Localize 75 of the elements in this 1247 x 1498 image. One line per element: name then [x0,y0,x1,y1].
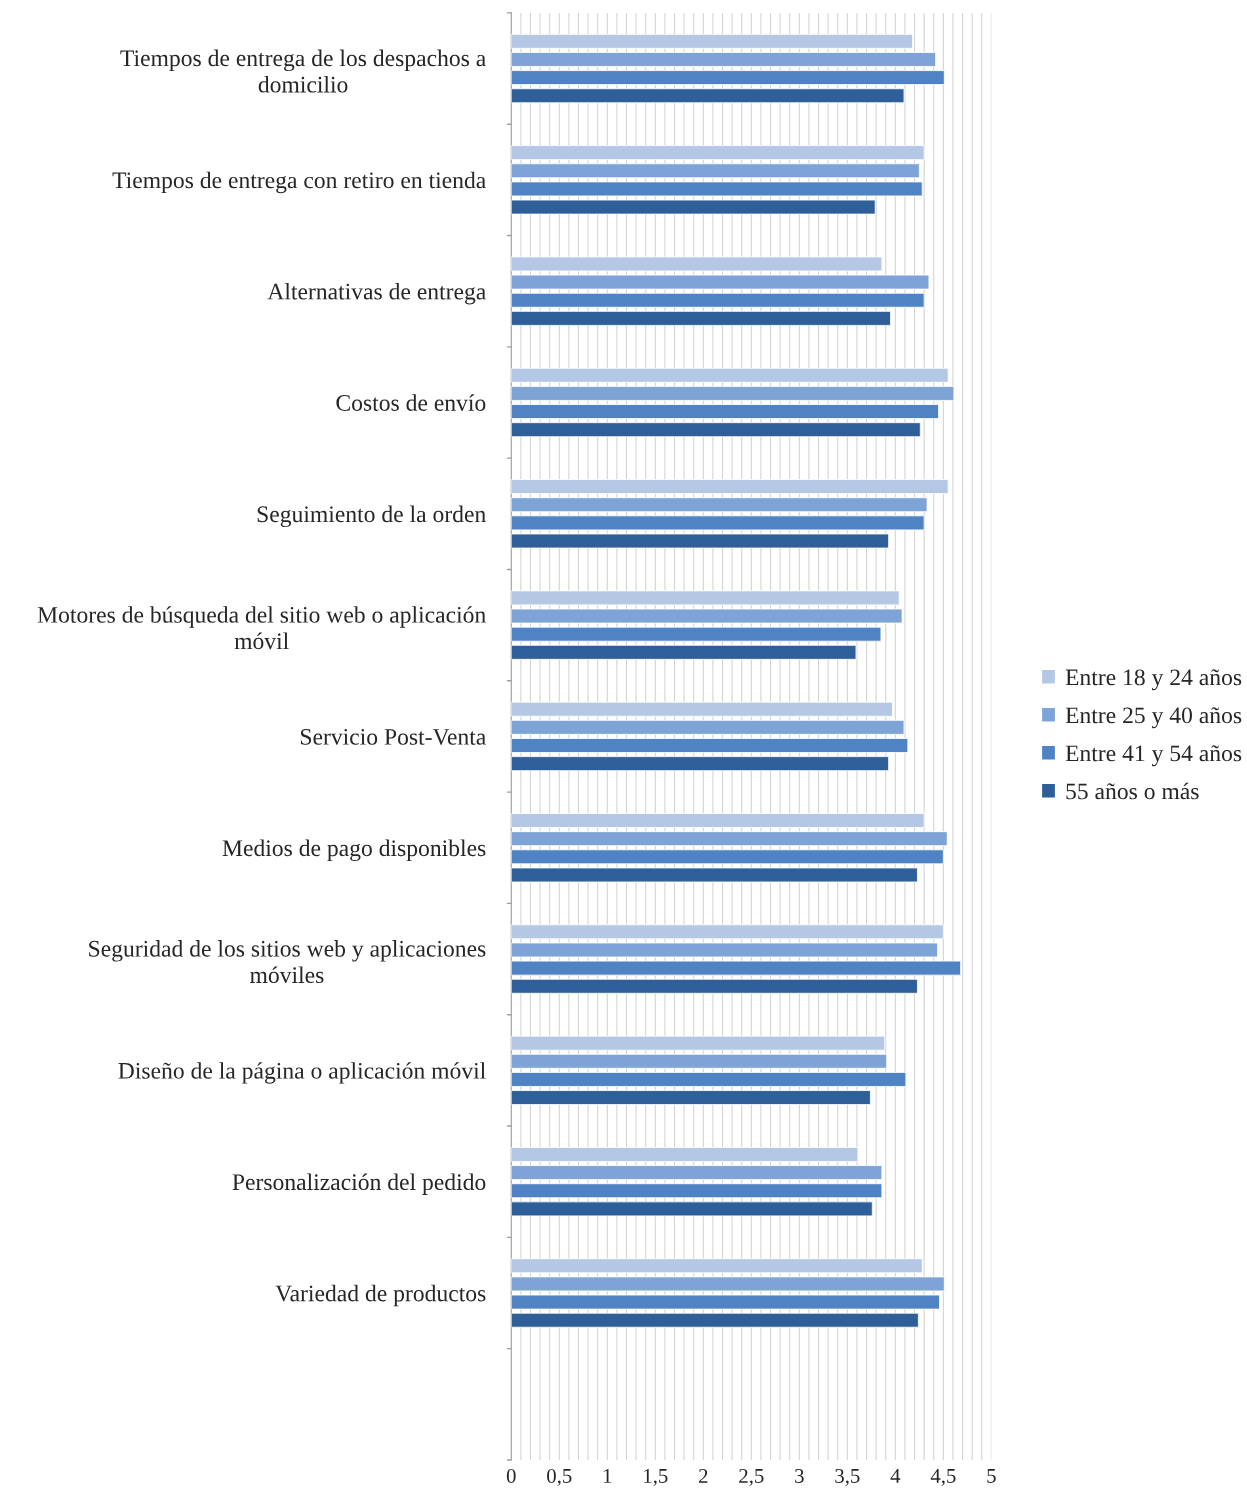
bar [511,479,949,495]
bar [511,590,900,606]
legend-label: 55 años o más [1066,782,1199,800]
x-tick-label: 3,5 [835,1468,860,1486]
bar [511,942,939,958]
x-tick-label: 0,5 [547,1468,572,1486]
bar [511,145,925,161]
bar [511,256,883,272]
y-tick-label: Personalización del pedido [232,1173,486,1195]
bar [511,533,890,549]
bar [511,274,930,290]
bar [511,1165,883,1181]
bar [511,310,891,326]
y-tick-label: Diseño de la página o aplicación móvil [118,1062,486,1084]
legend-label: Entre 25 y 40 años [1065,707,1242,729]
bar [511,756,890,772]
bar [511,199,876,215]
bar [511,1183,883,1199]
bar [511,1147,859,1162]
bar [511,70,945,86]
y-tick-label: Servicio Post-Venta [300,728,486,745]
bar [511,867,918,883]
y-tick-label: Costos de envío [336,394,486,411]
y-tick-label: Seguimiento de la orden [257,505,486,528]
bar [511,960,962,976]
bar [511,385,955,401]
bar [511,88,905,104]
bar [511,1276,945,1292]
bar [511,978,918,994]
bar [511,292,925,308]
x-tick-label: 0 [506,1468,516,1483]
y-tick-label: Tiempos de entrega con retiro en tienda [112,171,486,194]
bar [511,1035,886,1051]
x-tick-label: 4,5 [930,1469,956,1486]
bar [511,644,857,660]
bar [511,626,882,642]
bar [511,831,948,847]
bar [511,701,893,717]
bar [511,497,928,513]
x-tick-label: 2 [699,1468,708,1483]
x-tick-label: 3 [795,1468,804,1483]
bar [511,515,925,531]
y-tick-label: Medios de pago disponibles [222,839,486,862]
bar [511,849,944,865]
y-tick-label: Motores de búsqueda del sitio web o aplicación móvil [37,606,486,650]
bar [511,181,923,197]
y-tick-label: Seguridad de los sitios web y aplicaciones móviles [89,940,486,984]
bar [511,1294,940,1310]
bar [511,1090,871,1105]
x-tick-label: 1,5 [644,1468,668,1486]
bar [511,1201,873,1217]
bar [511,1258,923,1274]
x-tick-label: 2,5 [739,1468,764,1486]
bar [511,813,925,828]
bar [511,163,920,179]
bar [511,1071,907,1087]
bar [511,719,905,735]
x-tick-label: 5 [987,1469,996,1483]
bar [511,33,914,49]
x-tick-label: 4 [890,1469,901,1483]
bar [511,924,944,940]
y-tick-label: Alternativas de entrega [267,282,486,305]
bar [511,1053,888,1069]
y-tick-label: Variedad de productos [275,1284,486,1307]
bar [511,367,949,383]
bar [511,1312,919,1328]
y-tick-label: Tiempos de entrega de los despachos a domicilio [120,49,486,93]
legend-label: Entre 18 y 24 años [1065,669,1242,691]
bar [511,404,939,419]
bar [511,608,903,624]
bar [511,52,937,67]
bar [511,422,921,438]
bar [511,738,909,753]
x-tick-label: 1 [603,1468,612,1483]
legend-label: Entre 41 y 54 años [1065,745,1242,767]
